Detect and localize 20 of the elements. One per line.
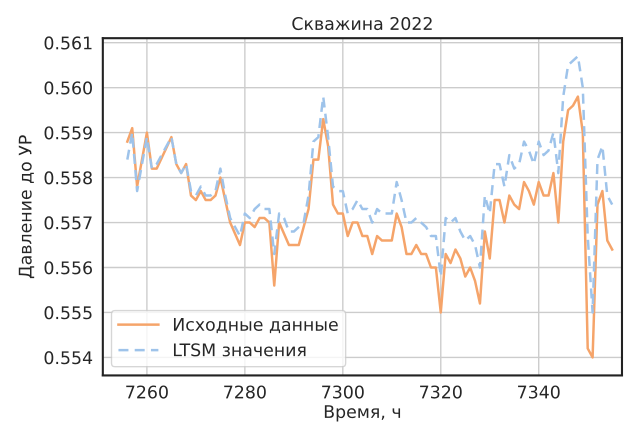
y-axis-title: Давление до УР	[18, 135, 34, 278]
x-tick-label: 7300	[322, 385, 364, 399]
line-series	[126, 95, 614, 359]
x-tick-label: 7280	[224, 385, 266, 399]
x-tick-label: 7340	[518, 385, 560, 399]
y-tick-label: 0.559	[44, 126, 92, 140]
x-tick-label: 7260	[126, 385, 168, 399]
line-series	[126, 54, 614, 314]
x-tick-label: 7320	[420, 385, 462, 399]
legend-label: Исходные данные	[174, 318, 338, 334]
y-tick-label: 0.555	[44, 306, 92, 320]
y-tick-label: 0.560	[44, 81, 92, 94]
y-tick-label: 0.554	[44, 351, 92, 364]
y-tick-label: 0.558	[44, 171, 92, 184]
chart-title: Скважина 2022	[292, 16, 432, 30]
y-tick-label: 0.557	[44, 216, 92, 230]
y-tick-label: 0.556	[44, 261, 92, 274]
x-axis-title: Время, ч	[324, 405, 400, 422]
legend-label: LTSM значения	[174, 343, 306, 356]
y-tick-label: 0.561	[44, 36, 92, 50]
